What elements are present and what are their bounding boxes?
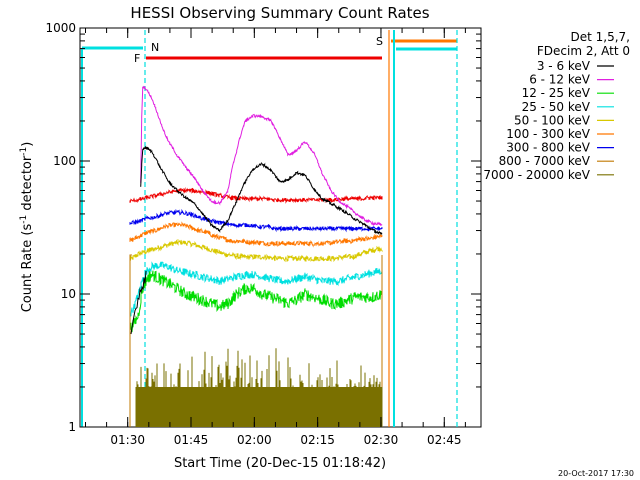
series-group <box>129 85 383 427</box>
x-tick-label: 01:45 <box>174 433 209 447</box>
x-axis-label: Start Time (20-Dec-15 01:18:42) <box>174 456 386 471</box>
y-tick-label: 100 <box>53 154 76 168</box>
legend-label-4: 50 - 100 keV <box>514 113 591 127</box>
series-300-800-kev <box>129 208 383 233</box>
legend-header-line-2: FDecim 2, Att 0 <box>537 44 630 58</box>
legend-label-1: 6 - 12 keV <box>529 73 591 87</box>
series-50-100-kev <box>129 238 383 263</box>
legend-label-7: 800 - 7000 keV <box>499 154 591 168</box>
legend-label-5: 100 - 300 keV <box>506 127 590 141</box>
series-6-12-kev <box>140 85 383 227</box>
legend-header-line-1: Det 1,5,7, <box>571 30 631 44</box>
x-tick-label: 01:30 <box>110 433 145 447</box>
y-tick-label: 10 <box>61 287 76 301</box>
x-tick-label: 02:15 <box>300 433 335 447</box>
n-flag-label: N <box>151 41 159 54</box>
x-tick-label: 02:45 <box>427 433 462 447</box>
legend-label-8: 7000 - 20000 keV <box>483 168 590 182</box>
series-red-flag-rate <box>129 186 383 204</box>
series-25-50-kev <box>129 261 383 317</box>
legend-label-3: 25 - 50 keV <box>522 100 591 114</box>
y-tick-label: 1000 <box>45 21 76 35</box>
y-axis-label: Count Rate (s-1 detector-1) <box>19 142 35 313</box>
series-3-6-kev-early <box>130 270 147 335</box>
footer-date: 20-Oct-2017 17:30 <box>558 469 634 478</box>
series-7000-20000-kev <box>135 348 383 427</box>
series-800-7000-kev-start <box>129 254 132 427</box>
legend-label-6: 300 - 800 keV <box>506 141 590 155</box>
series-3-6-kev <box>140 145 383 236</box>
x-tick-label: 02:30 <box>364 433 399 447</box>
s-flag-label: S <box>376 35 383 48</box>
legend-label-2: 12 - 25 keV <box>522 86 591 100</box>
x-tick-label: 02:00 <box>237 433 272 447</box>
axes-group: 1 10 100 1000 01:30 01:45 02:00 02:15 02:30 02:45 <box>45 21 481 447</box>
f-flag-label: F <box>134 52 140 65</box>
series-12-25-kev <box>129 270 383 333</box>
series-100-300-kev <box>129 221 383 248</box>
chart-title: HESSI Observing Summary Count Rates <box>130 4 429 22</box>
legend-label-0: 3 - 6 keV <box>537 59 591 73</box>
y-tick-label: 1 <box>68 420 76 434</box>
